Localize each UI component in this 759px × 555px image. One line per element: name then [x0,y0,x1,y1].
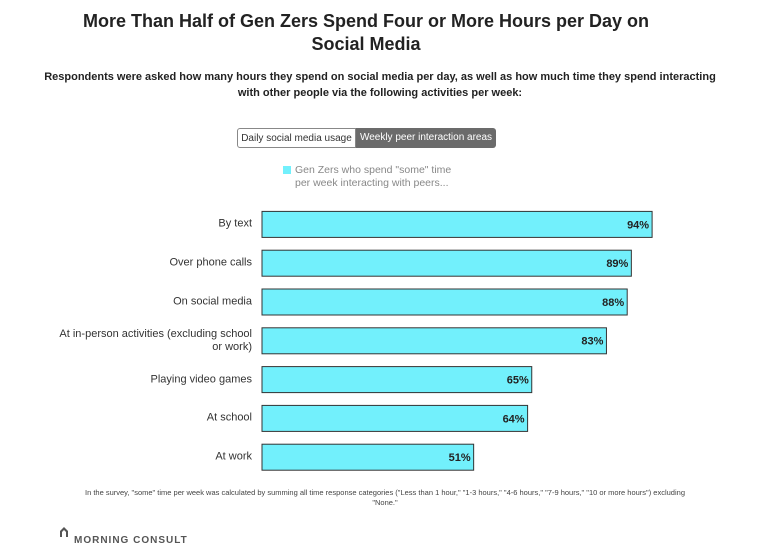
value-label: 83% [581,336,603,348]
footnote: In the survey, "some" time per week was … [84,488,685,507]
category-label: At work [215,450,252,463]
category-label: Playing video games [150,373,252,386]
category-label: Over phone calls [169,256,252,269]
toggle-button[interactable]: Daily social media usage [237,128,356,148]
value-label: 88% [602,297,624,309]
toggle-button-active[interactable]: Weekly peer interaction areas [356,128,496,148]
value-label: 65% [507,375,529,387]
category-label: At school [206,411,252,424]
legend-label: Gen Zers who spend "some" time per week … [295,164,452,189]
value-label: 51% [449,452,471,464]
subtitle: Respondents were asked how many hours th… [44,71,716,99]
brand-logo [60,527,68,537]
category-label: On social media [173,295,252,308]
bar [261,366,533,394]
bar [261,249,632,277]
bar [261,327,607,355]
chart-title: More Than Half of Gen Zers Spend Four or… [82,11,650,54]
bar [261,210,653,238]
value-label: 94% [627,219,649,231]
value-label: 89% [606,258,628,270]
category-label: At in-person activities (excluding schoo… [59,327,252,353]
category-label: By text [218,217,252,230]
bar [261,443,475,471]
legend-swatch [283,166,291,174]
value-label: 64% [503,413,525,425]
bar [261,404,529,432]
bar [261,288,628,316]
brand: MORNING CONSULT [74,535,188,546]
